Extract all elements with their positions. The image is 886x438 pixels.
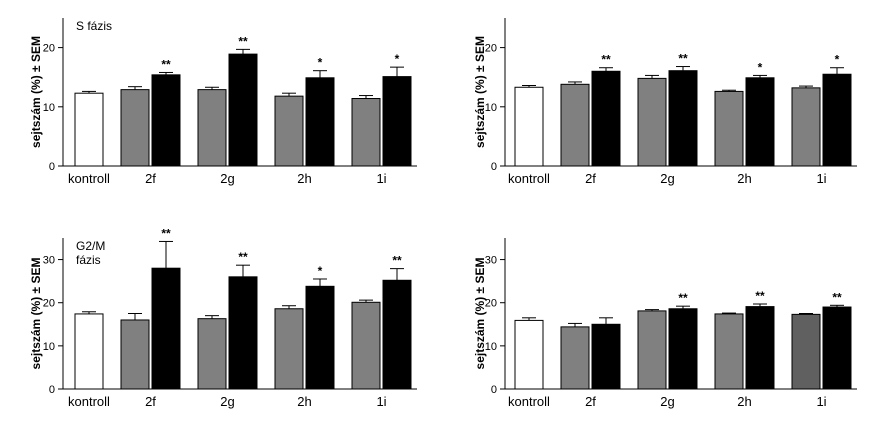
category-label: 1i <box>376 394 386 409</box>
panel-annotation: G2/M <box>76 239 105 253</box>
bar-black <box>822 73 852 167</box>
bar-black <box>382 76 412 167</box>
y-axis-label: sejtszám (%) ± SEM <box>473 36 487 148</box>
bar-grey <box>274 95 304 167</box>
bar-white <box>514 319 544 390</box>
bar-white <box>74 92 104 167</box>
bar-black <box>228 53 258 167</box>
significance-mark: ** <box>161 226 171 240</box>
category-label: kontroll <box>68 171 110 186</box>
y-axis-label: sejtszám (%) ± SEM <box>473 258 487 370</box>
significance-mark: ** <box>832 290 842 304</box>
significance-mark: * <box>758 60 763 74</box>
bar-white <box>514 86 544 167</box>
bar-grey <box>714 313 744 390</box>
significance-mark: ** <box>392 254 402 268</box>
significance-mark: ** <box>678 52 688 66</box>
y-tick-label: 0 <box>491 384 497 396</box>
y-tick-label: 20 <box>43 43 55 55</box>
significance-mark: ** <box>601 53 611 67</box>
significance-mark: * <box>318 264 323 278</box>
bar-grey <box>637 77 667 167</box>
category-label: 1i <box>816 394 826 409</box>
bar-black <box>305 77 335 167</box>
bar-black <box>668 70 698 167</box>
category-label: 1i <box>376 171 386 186</box>
panel-annotation: S fázis <box>76 19 112 33</box>
bar-black <box>305 285 335 390</box>
category-label: 2h <box>737 394 751 409</box>
bar-black <box>591 323 621 390</box>
category-label: 2h <box>297 171 311 186</box>
bar-white <box>74 313 104 390</box>
bar-black <box>668 308 698 390</box>
bar-grey <box>791 87 821 167</box>
y-axis-label: sejtszám (%) ± SEM <box>29 36 43 148</box>
bar-grey <box>351 301 381 390</box>
bar-grey <box>120 319 150 390</box>
bar-grey <box>274 308 304 390</box>
category-label: kontroll <box>68 394 110 409</box>
y-tick-label: 10 <box>43 102 55 114</box>
significance-mark: ** <box>161 57 171 71</box>
bar-grey <box>197 89 227 167</box>
category-label: 2h <box>297 394 311 409</box>
bar-grey <box>120 89 150 167</box>
bar-grey <box>351 98 381 167</box>
significance-mark: * <box>835 53 840 67</box>
bar-black <box>745 77 775 167</box>
category-label: 2f <box>145 171 156 186</box>
y-tick-label: 0 <box>49 161 55 173</box>
y-tick-label: 30 <box>485 255 497 267</box>
significance-mark: ** <box>238 250 248 264</box>
bar-grey <box>560 83 590 167</box>
bar-black <box>151 267 181 390</box>
significance-mark: * <box>395 52 400 66</box>
bar-black <box>151 74 181 167</box>
category-label: 2f <box>145 394 156 409</box>
bar-black <box>382 279 412 390</box>
category-label: kontroll <box>508 171 550 186</box>
bar-grey <box>560 326 590 390</box>
category-label: 2g <box>220 171 234 186</box>
bar-black <box>591 70 621 167</box>
significance-mark: ** <box>238 34 248 48</box>
bar-grey <box>197 318 227 390</box>
category-label: 2g <box>660 394 674 409</box>
bar-black <box>745 306 775 390</box>
y-tick-label: 20 <box>485 43 497 55</box>
bar-grey <box>637 310 667 390</box>
y-tick-label: 0 <box>491 161 497 173</box>
category-label: 1i <box>816 171 826 186</box>
y-tick-label: 20 <box>485 298 497 310</box>
y-tick-label: 20 <box>43 298 55 310</box>
y-tick-label: 10 <box>485 102 497 114</box>
bar-grey <box>714 90 744 167</box>
y-tick-label: 30 <box>43 255 55 267</box>
bar-dark_grey <box>791 313 821 390</box>
significance-mark: * <box>318 56 323 70</box>
y-tick-label: 0 <box>49 384 55 396</box>
significance-mark: ** <box>678 291 688 305</box>
category-label: 2h <box>737 171 751 186</box>
panel-annotation: fázis <box>76 253 101 267</box>
category-label: 2g <box>660 171 674 186</box>
bar-black <box>228 276 258 390</box>
y-tick-label: 10 <box>43 341 55 353</box>
category-label: 2f <box>585 171 596 186</box>
category-label: 2g <box>220 394 234 409</box>
significance-mark: ** <box>755 289 765 303</box>
y-tick-label: 10 <box>485 341 497 353</box>
category-label: 2f <box>585 394 596 409</box>
category-label: kontroll <box>508 394 550 409</box>
bar-black <box>822 306 852 390</box>
y-axis-label: sejtszám (%) ± SEM <box>29 258 43 370</box>
